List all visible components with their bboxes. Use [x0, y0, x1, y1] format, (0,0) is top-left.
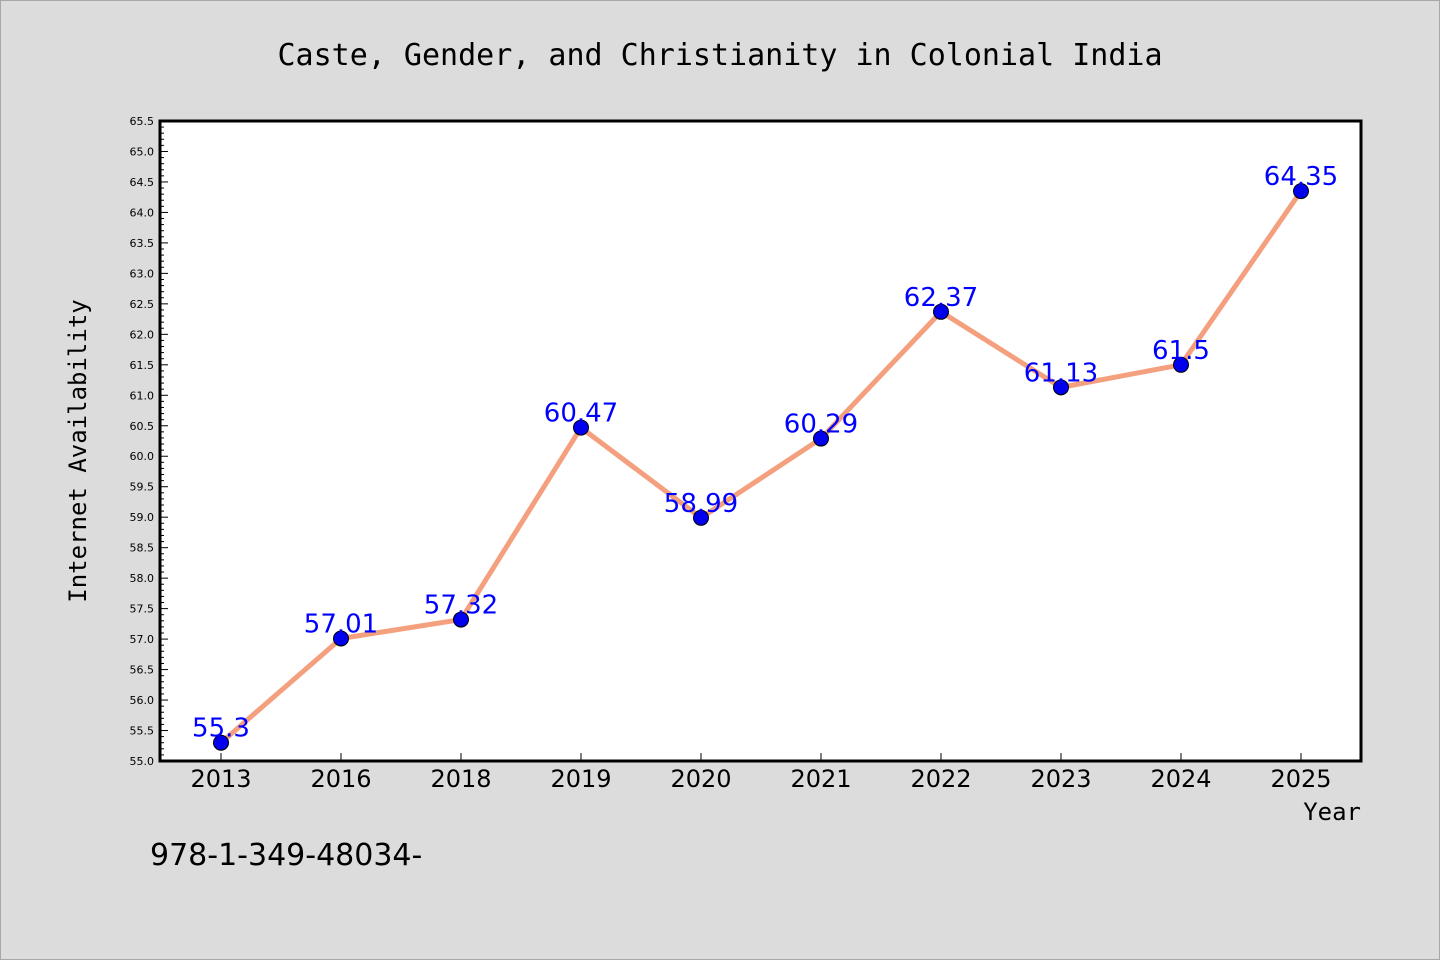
data-point-marker	[1173, 356, 1189, 373]
y-axis-label: Internet Availability	[64, 299, 92, 602]
data-point-marker	[813, 430, 829, 447]
data-point-marker	[573, 419, 589, 436]
data-label: 64.35	[1264, 162, 1338, 192]
data-label: 60.29	[784, 410, 858, 440]
data-label: 61.13	[1024, 358, 1098, 388]
x-tick-label: 2016	[310, 765, 371, 793]
y-tick-label: 63.0	[130, 267, 155, 280]
x-axis-label: Year	[1303, 798, 1361, 826]
y-tick-label: 59.0	[130, 511, 155, 524]
y-tick-label: 61.5	[130, 359, 155, 372]
y-tick-label: 64.0	[130, 206, 155, 219]
y-axis-ticks: 55.0 55.5 56.0 56.5 57.0 57.5 58.0 58.5 59.0 59.5…	[130, 115, 168, 768]
plot-area	[158, 119, 1363, 763]
data-label: 57.32	[424, 591, 498, 621]
y-tick-label: 57.0	[130, 633, 155, 646]
series-line	[218, 188, 1304, 746]
y-tick-label: 60.5	[130, 420, 155, 433]
y-tick-label: 65.5	[130, 115, 155, 128]
y-tick-label: 55.5	[130, 725, 155, 738]
x-tick-label: 2022	[910, 765, 971, 793]
y-tick-label: 57.5	[130, 603, 155, 616]
x-tick-label: 2020	[670, 765, 731, 793]
data-label: 58.99	[664, 489, 738, 519]
x-tick-label: 2018	[430, 765, 491, 793]
footer-isbn-text: 978-1-349-48034-	[150, 838, 422, 873]
y-tick-label: 60.0	[130, 450, 155, 463]
series-markers-group	[213, 183, 1309, 751]
y-tick-label: 59.5	[130, 481, 155, 494]
x-tick-label: 2024	[1150, 765, 1211, 793]
data-point-marker	[453, 611, 469, 628]
y-tick-label: 65.0	[130, 145, 155, 158]
y-tick-label: 56.5	[130, 664, 155, 677]
y-tick-label: 61.0	[130, 389, 155, 402]
x-tick-label: 2021	[790, 765, 851, 793]
y-tick-label: 56.0	[130, 694, 155, 707]
y-tick-label: 62.5	[130, 298, 155, 311]
data-point-marker	[1293, 183, 1309, 200]
data-point-marker	[693, 509, 709, 526]
data-point-marker	[213, 734, 229, 751]
data-point-marker	[1053, 379, 1069, 396]
x-axis-ticks: 2013 2016 2018 2019 2020 2021 2022 2023 2024 2025	[190, 753, 1332, 793]
x-tick-label: 2019	[550, 765, 611, 793]
chart-title: Caste, Gender, and Christianity in Colon…	[277, 38, 1162, 73]
x-tick-label: 2023	[1030, 765, 1091, 793]
data-point-marker	[933, 303, 949, 320]
y-tick-label: 62.0	[130, 328, 155, 341]
y-tick-label: 64.5	[130, 176, 155, 189]
y-tick-label: 63.5	[130, 237, 155, 250]
y-tick-label: 55.0	[130, 755, 155, 768]
data-label: 55.3	[192, 714, 250, 744]
data-label: 62.37	[904, 283, 978, 313]
data-labels-group: 55.3 57.01 57.32 60.47 58.99 60.29 62.37 61.13 6…	[192, 162, 1338, 744]
x-tick-label: 2013	[190, 765, 251, 793]
x-tick-label: 2025	[1270, 765, 1331, 793]
y-tick-label: 58.0	[130, 572, 155, 585]
data-label: 61.5	[1152, 336, 1210, 366]
data-label: 57.01	[304, 609, 378, 639]
data-point-marker	[333, 630, 349, 647]
series-line-group	[218, 188, 1304, 746]
data-label: 60.47	[544, 399, 618, 429]
y-tick-label: 58.5	[130, 542, 155, 555]
